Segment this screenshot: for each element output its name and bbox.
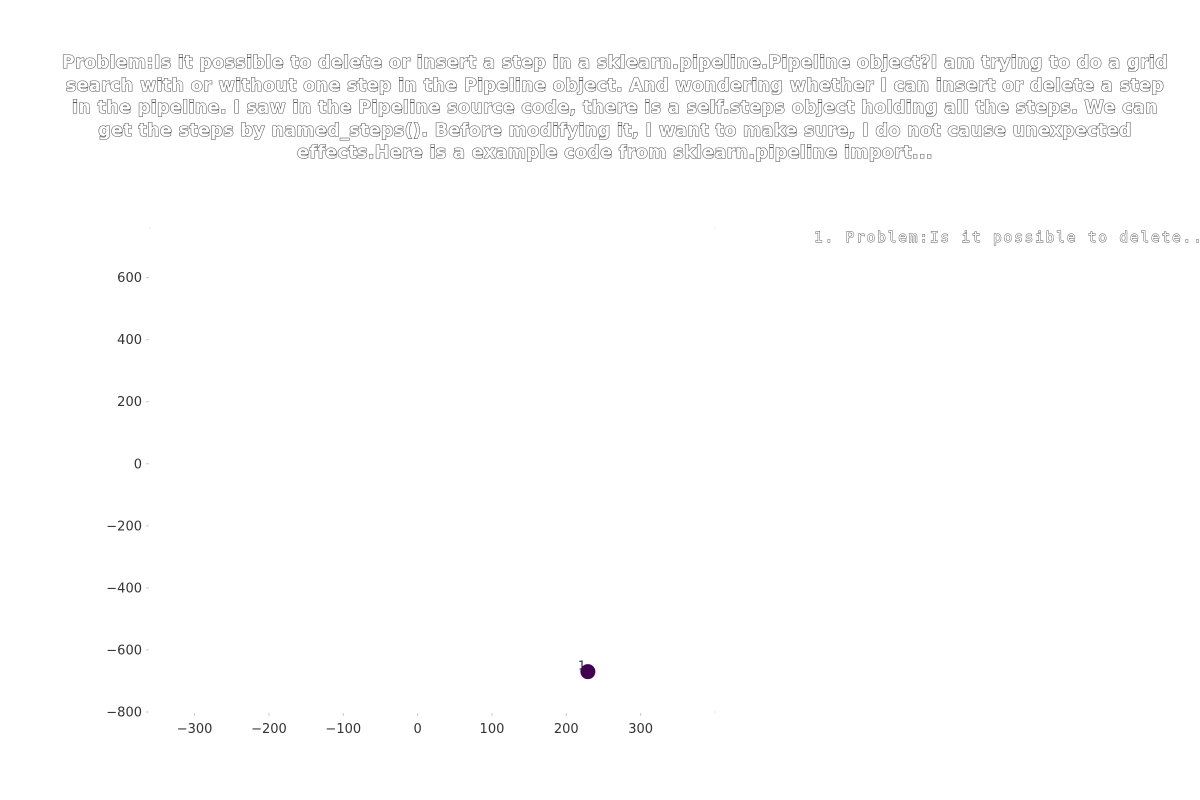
- y-axis: 600 400 200 0 −200 −400 −600 −800: [106, 271, 149, 721]
- legend-entry: 1. Problem:Is it possible to delete...: [814, 230, 1200, 247]
- x-axis: −300 −200 −100 0 100 200 300: [149, 227, 716, 737]
- chart-title: Problem:Is it possible to delete or inse…: [61, 52, 1169, 163]
- x-tick-label: 0: [413, 722, 421, 737]
- data-points: 1: [578, 659, 596, 680]
- y-tick-label: −400: [106, 581, 142, 596]
- axes-corner-mark: [714, 711, 716, 713]
- y-tick-label: 600: [117, 271, 142, 286]
- data-point-label: 1: [578, 659, 586, 673]
- x-tick-label: −300: [177, 722, 213, 737]
- x-tick-label: 200: [554, 722, 579, 737]
- y-tick-label: 0: [134, 457, 142, 472]
- y-tick-label: −200: [106, 519, 142, 534]
- x-tick-label: 100: [480, 722, 505, 737]
- x-tick-label: 300: [628, 722, 653, 737]
- x-tick-label: −200: [251, 722, 287, 737]
- y-tick-label: 200: [117, 395, 142, 410]
- y-tick-label: 400: [117, 333, 142, 348]
- axes-corner-mark: [149, 227, 151, 229]
- y-tick-label: −600: [106, 643, 142, 658]
- axes-corner-mark: [714, 227, 716, 229]
- y-tick-label: −800: [106, 706, 142, 721]
- data-point: [580, 664, 596, 680]
- x-tick-label: −100: [325, 722, 361, 737]
